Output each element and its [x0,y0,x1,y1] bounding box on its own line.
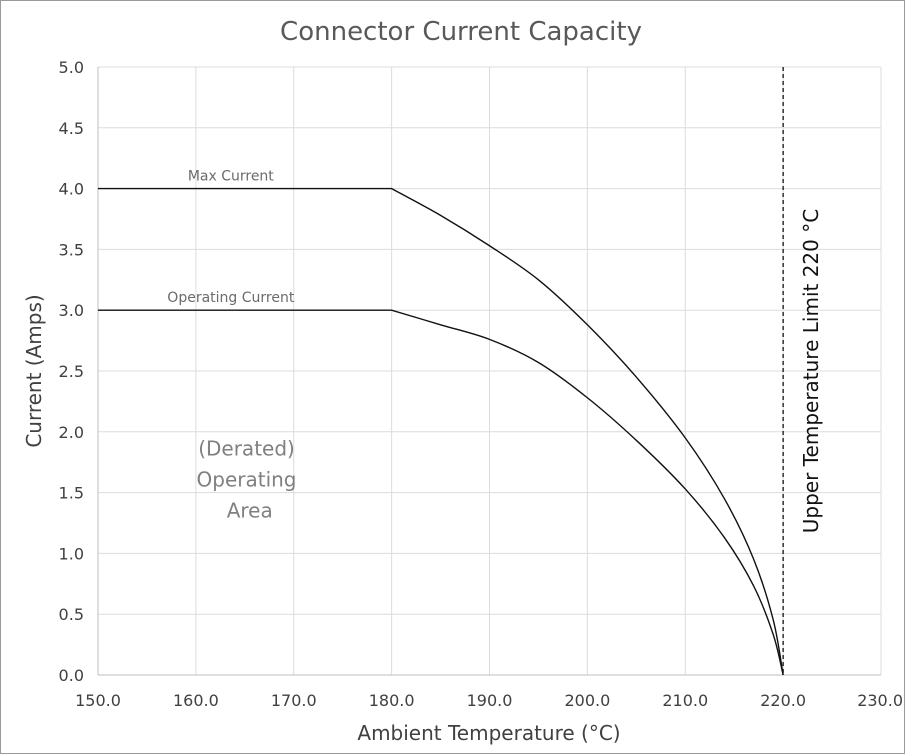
x-tick-labels: 150.0 160.0 170.0 180.0 190.0 200.0 210.0 220.0… [75,691,903,710]
derated-area-line-1: (Derated) [198,437,295,461]
series-lines: Max Current Operating Current [98,169,784,676]
y-axis-title: Current (Amps) [22,294,46,447]
x-tick-label: 160.0 [173,691,219,710]
series-line-max-current [98,187,784,676]
derated-area-label: (Derated) Operating Area [197,437,303,523]
series-line-operating-current [98,309,784,676]
y-tick-label: 0.5 [59,605,84,624]
y-tick-label: 2.0 [59,423,84,442]
y-tick-label: 4.5 [59,119,84,138]
x-tick-label: 220.0 [760,691,806,710]
y-tick-label: 4.0 [59,180,84,199]
x-tick-label: 230.0 [857,691,903,710]
y-tick-label: 0.0 [59,666,84,685]
upper-limit-label: Upper Temperature Limit 220 °C [799,209,823,533]
axes [97,67,881,676]
y-tick-label: 2.5 [59,362,84,381]
y-tick-label: 3.0 [59,301,84,320]
chart-title: Connector Current Capacity [280,17,642,47]
x-tick-label: 190.0 [467,691,513,710]
x-tick-label: 200.0 [564,691,610,710]
y-tick-label: 3.5 [59,240,84,259]
x-tick-label: 150.0 [75,691,121,710]
y-tick-label: 5.0 [59,58,84,77]
x-tick-label: 210.0 [662,691,708,710]
series-label-max-current: Max Current [188,169,274,185]
y-tick-label: 1.5 [59,484,84,503]
x-tick-label: 170.0 [271,691,317,710]
derated-area-line-2: Operating [197,468,297,492]
y-tick-label: 1.0 [59,544,84,563]
x-axis-title: Ambient Temperature (°C) [357,721,620,745]
y-tick-labels: 0.0 0.5 1.0 1.5 2.0 2.5 3.0 3.5 4.0 4.5 5.0 [59,58,84,685]
derated-area-line-3: Area [227,499,273,523]
x-tick-label: 180.0 [369,691,415,710]
series-label-operating-current: Operating Current [167,290,295,306]
